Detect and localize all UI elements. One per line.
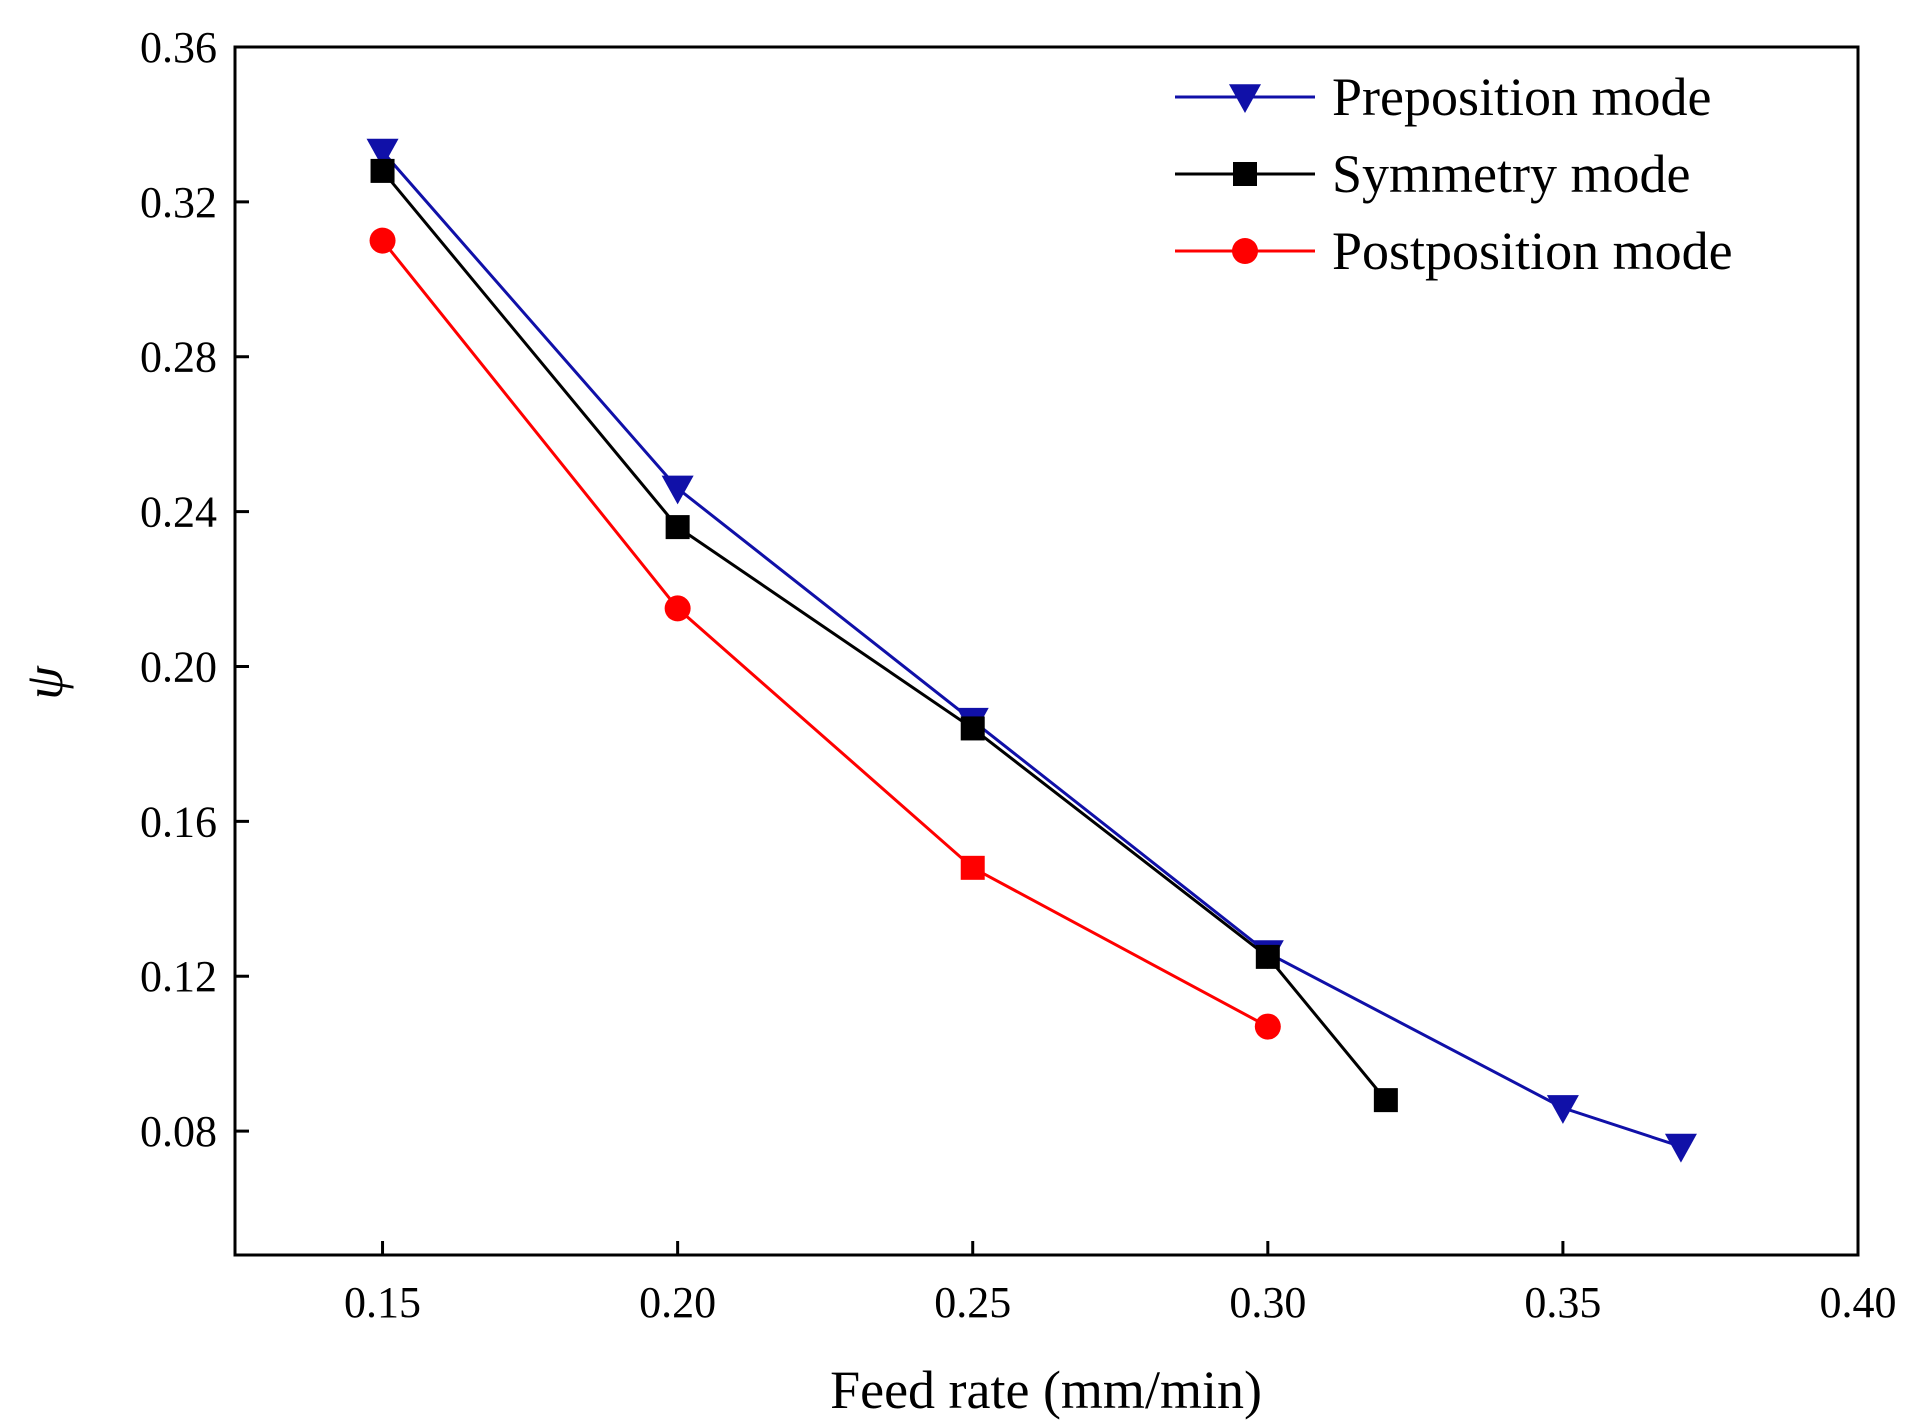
data-point	[960, 716, 985, 741]
data-point	[369, 227, 396, 254]
x-axis-label: Feed rate (mm/min)	[830, 1360, 1262, 1420]
series-line	[381, 150, 1682, 1149]
legend-label: Postposition mode	[1332, 221, 1733, 281]
data-point	[1664, 1133, 1697, 1163]
series-preposition-mode	[366, 138, 1697, 1163]
data-point	[1254, 1013, 1281, 1040]
x-tick-label: 0.15	[344, 1278, 421, 1327]
y-tick-label: 0.24	[140, 488, 217, 537]
series-postposition-mode	[369, 227, 1281, 1040]
data-point	[1373, 1088, 1398, 1113]
legend-marker	[1232, 238, 1258, 264]
data-point	[1546, 1095, 1579, 1124]
data-point	[1255, 944, 1280, 969]
x-tick-label: 0.25	[934, 1278, 1011, 1327]
y-tick-label: 0.16	[140, 797, 217, 846]
legend: Preposition mode Symmetry mode Postpositio…	[1175, 67, 1733, 281]
y-tick-label: 0.20	[140, 642, 217, 691]
legend-label: Preposition mode	[1332, 67, 1711, 127]
y-tick-label: 0.32	[140, 178, 217, 227]
legend-item: Preposition mode	[1175, 67, 1711, 127]
data-point	[370, 158, 395, 183]
y-axis-ticks: 0.08 0.12 0.16 0.20 0.24 0.28 0.32 0.36	[140, 23, 249, 1156]
legend-item: Postposition mode	[1175, 221, 1733, 281]
y-axis-label: ψ	[14, 665, 74, 700]
legend-item: Symmetry mode	[1175, 144, 1690, 204]
y-tick-label: 0.36	[140, 23, 217, 72]
legend-marker	[1233, 162, 1257, 186]
series-symmetry-mode	[370, 158, 1398, 1113]
data-point	[366, 138, 399, 168]
data-point	[664, 595, 691, 622]
data-point	[661, 475, 694, 505]
plot-frame	[233, 45, 1860, 1257]
legend-label: Symmetry mode	[1332, 144, 1690, 204]
x-tick-label: 0.30	[1229, 1278, 1306, 1327]
series-layer	[366, 138, 1697, 1163]
series-line	[381, 169, 1388, 1102]
legend-marker	[1229, 84, 1261, 113]
series-line	[381, 239, 1269, 1028]
y-tick-label: 0.12	[140, 952, 217, 1001]
y-tick-label: 0.28	[140, 333, 217, 382]
x-axis-ticks: 0.15 0.20 0.25 0.30 0.35 0.40	[344, 1241, 1897, 1327]
x-tick-label: 0.20	[639, 1278, 716, 1327]
data-point	[960, 855, 985, 880]
data-point	[665, 515, 690, 540]
x-tick-label: 0.35	[1524, 1278, 1601, 1327]
x-tick-label: 0.40	[1820, 1278, 1897, 1327]
y-tick-label: 0.08	[140, 1107, 217, 1156]
